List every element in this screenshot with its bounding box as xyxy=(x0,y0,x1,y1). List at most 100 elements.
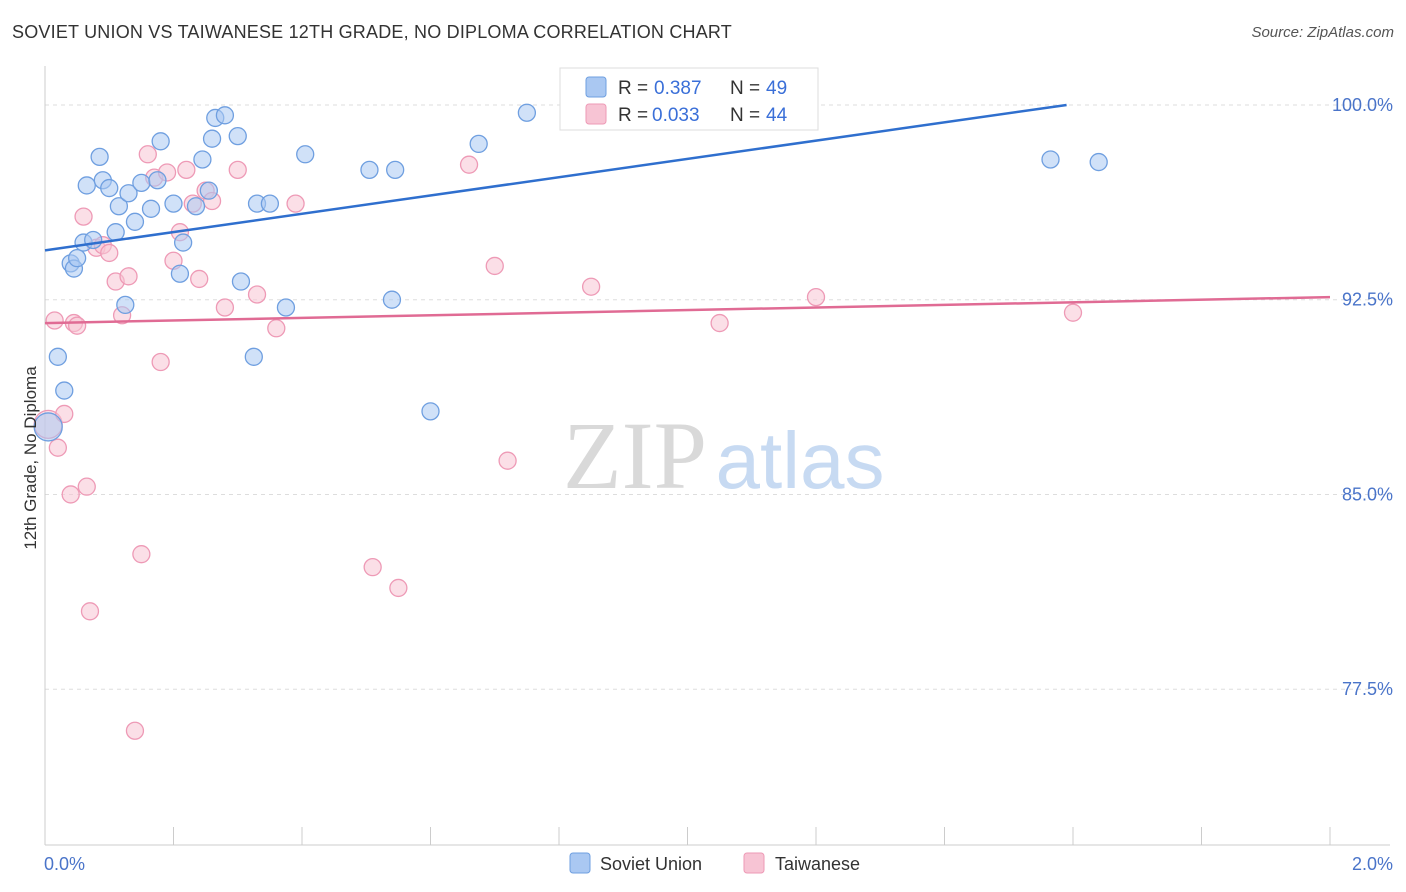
taiwanese-point-9 xyxy=(80,602,100,621)
soviet-union-point-31 xyxy=(231,272,251,291)
legend-n-value-taiwanese: 44 xyxy=(766,105,788,126)
watermark-zip: ZIP xyxy=(563,402,707,509)
taiwanese-point-8 xyxy=(77,477,96,496)
soviet-union-point-35 xyxy=(276,298,296,317)
soviet-union-point-0 xyxy=(33,412,63,442)
grid-lines xyxy=(45,104,1390,690)
bottom-legend-label-soviet-union: Soviet Union xyxy=(600,854,702,874)
taiwanese-point-33 xyxy=(286,194,305,213)
legend-swatch-soviet-union xyxy=(585,76,607,98)
taiwanese-point-6 xyxy=(67,316,87,335)
bottom-legend-swatch-taiwanese xyxy=(743,852,765,874)
taiwanese-point-24 xyxy=(177,160,196,180)
soviet-union-point-12 xyxy=(106,223,125,242)
soviet-union-point-18 xyxy=(141,199,161,218)
soviet-union-point-26 xyxy=(199,181,218,200)
source-label: Source: ZipAtlas.com xyxy=(1251,24,1394,41)
soviet-union-point-19 xyxy=(148,171,167,190)
taiwanese-point-7 xyxy=(74,207,93,226)
soviet-union-point-27 xyxy=(202,129,222,148)
taiwanese-point-12 xyxy=(100,243,119,263)
soviet-union-point-23 xyxy=(173,233,193,252)
trend-lines xyxy=(44,103,1331,325)
taiwanese-point-3 xyxy=(55,404,74,424)
soviet-union-point-38 xyxy=(382,290,402,309)
taiwanese-point-16 xyxy=(125,721,145,740)
soviet-union-point-1 xyxy=(48,347,67,366)
soviet-union-point-16 xyxy=(125,212,145,231)
taiwanese-point-15 xyxy=(119,267,138,286)
taiwanese-trend-line xyxy=(44,295,1331,325)
bottom-legend-swatch-soviet-union xyxy=(569,852,591,874)
taiwanese-point-39 xyxy=(581,277,601,296)
y-tick-label-0: 100.0% xyxy=(1332,95,1393,115)
soviet-union-point-44 xyxy=(1041,150,1060,169)
taiwanese-point-26 xyxy=(190,269,209,289)
soviet-union-point-15 xyxy=(119,184,138,203)
y-tick-label-3: 77.5% xyxy=(1342,679,1393,699)
taiwanese-point-31 xyxy=(247,285,267,304)
taiwanese-point-4 xyxy=(61,485,80,504)
legend-r-value-soviet: 0.387 xyxy=(654,78,702,99)
series-legend: Soviet Union Taiwanese xyxy=(569,852,860,874)
taiwanese-point-32 xyxy=(267,319,286,338)
axes xyxy=(44,66,1390,846)
soviet-union-point-21 xyxy=(164,194,183,213)
soviet-union-point-8 xyxy=(84,230,103,250)
soviet-union-point-39 xyxy=(386,160,405,180)
soviet-union-point-41 xyxy=(469,134,488,154)
chart-title: SOVIET UNION VS TAIWANESE 12TH GRADE, NO… xyxy=(12,22,732,42)
taiwanese-point-30 xyxy=(228,160,247,180)
soviet-union-points xyxy=(33,88,1108,442)
taiwanese-point-17 xyxy=(132,545,151,564)
legend-r-value-taiwanese: 0.033 xyxy=(652,105,700,126)
taiwanese-point-38 xyxy=(498,451,517,470)
taiwanese-point-37 xyxy=(485,256,504,276)
soviet-union-point-45 xyxy=(1089,152,1108,172)
legend-r-label-soviet: R = xyxy=(618,78,648,99)
soviet-union-point-25 xyxy=(193,150,212,169)
soviet-union-point-11 xyxy=(100,178,119,198)
taiwanese-point-36 xyxy=(459,155,479,174)
x-tick-labels: 0.0% 2.0% xyxy=(44,854,1393,874)
watermark: ZIP atlas xyxy=(563,402,884,509)
legend-r-label-taiwanese: R = xyxy=(618,105,648,126)
soviet-union-point-9 xyxy=(90,147,109,167)
taiwanese-point-35 xyxy=(389,578,408,598)
soviet-union-point-7 xyxy=(77,176,96,195)
taiwanese-point-41 xyxy=(806,287,826,307)
soviet-union-point-29 xyxy=(215,106,235,125)
stats-legend: R = 0.387 N = 49 R = 0.033 N = 44 xyxy=(559,67,819,131)
taiwanese-point-2 xyxy=(48,438,67,457)
soviet-union-point-22 xyxy=(170,264,190,283)
y-tick-labels: 100.0% 92.5% 85.0% 77.5% xyxy=(1332,95,1393,699)
taiwanese-point-40 xyxy=(710,313,729,333)
soviet-union-point-14 xyxy=(116,295,135,315)
soviet-union-point-2 xyxy=(55,381,74,400)
watermark-atlas: atlas xyxy=(716,416,885,505)
taiwanese-point-29 xyxy=(215,298,235,317)
taiwanese-point-42 xyxy=(1063,303,1083,322)
soviet-union-point-40 xyxy=(421,402,440,421)
soviet-union-point-17 xyxy=(132,173,151,193)
soviet-union-point-37 xyxy=(360,160,379,180)
legend-n-label-soviet: N = xyxy=(730,78,760,99)
soviet-union-point-13 xyxy=(109,197,129,216)
bottom-legend-label-taiwanese: Taiwanese xyxy=(775,854,860,874)
x-tick-label-0: 0.0% xyxy=(44,854,85,874)
taiwanese-point-1 xyxy=(45,311,64,330)
y-axis-label: 12th Grade, No Diploma xyxy=(21,366,40,550)
taiwanese-point-18 xyxy=(138,145,157,164)
legend-swatch-taiwanese xyxy=(585,103,607,125)
soviet-union-point-32 xyxy=(244,347,263,366)
legend-n-value-soviet: 49 xyxy=(766,78,787,99)
soviet-union-trend-line xyxy=(44,103,1067,252)
x-tick-label-1: 2.0% xyxy=(1352,854,1393,874)
soviet-union-point-42 xyxy=(517,103,537,122)
y-tick-label-2: 85.0% xyxy=(1342,484,1393,504)
soviet-union-point-5 xyxy=(67,249,87,268)
taiwanese-points xyxy=(33,145,1083,740)
soviet-union-point-30 xyxy=(228,126,247,146)
soviet-union-point-20 xyxy=(151,132,170,151)
